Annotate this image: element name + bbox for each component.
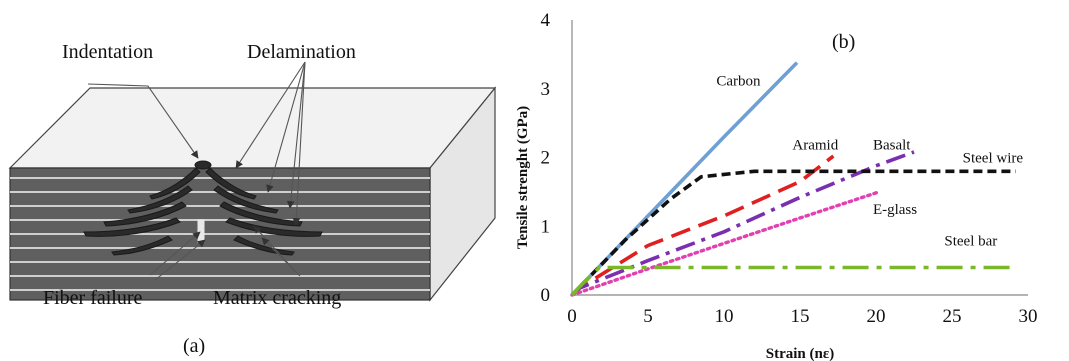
delamination-leader-2 (266, 61, 306, 193)
series-label-steel-bar: Steel bar (944, 234, 997, 250)
y-tick-label: 0 (541, 285, 551, 306)
chart-series (570, 61, 1016, 297)
fiber-failure-leader-2 (154, 239, 206, 281)
fiber-failure-leader-1 (149, 231, 201, 276)
x-tick-label: 25 (943, 306, 962, 327)
fiber-failure-label: Fiber failure (43, 287, 143, 309)
x-tick-label: 10 (715, 306, 734, 327)
x-tick-label: 0 (567, 306, 577, 327)
series-label-basalt: Basalt (873, 137, 911, 153)
indentation-label: Indentation (62, 41, 153, 63)
y-tick-label: 4 (541, 10, 551, 31)
y-axis-title: Tensile strenght (GPa) (515, 106, 531, 249)
leader-lines (87, 61, 306, 281)
delamination-leader-1 (235, 61, 306, 169)
series-label-e-glass: E-glass (873, 202, 917, 218)
delamination-leader-3 (286, 61, 306, 209)
series-label-steel-wire: Steel wire (963, 150, 1024, 166)
y-tick-label: 1 (541, 216, 551, 237)
tensile-chart: 0 5 10 15 20 25 30 0 1 2 3 4 Strain (nε) Tensile stre… (515, 10, 1038, 361)
delamination-label: Delamination (247, 41, 356, 63)
series-line-steel-bar (570, 265, 1016, 297)
series-line-steel-wire (570, 169, 1016, 297)
series-label-carbon: Carbon (716, 73, 761, 89)
indentation-mark (194, 160, 212, 170)
y-tick-label: 2 (541, 148, 551, 169)
indentation-leader (87, 83, 199, 159)
x-axis-title: Strain (nε) (766, 346, 835, 361)
laminate-diagram: Indentation Delamination Fiber failure M… (8, 41, 497, 357)
x-tick-label: 30 (1019, 306, 1038, 327)
matrix-cracking-label: Matrix cracking (213, 287, 341, 309)
laminate-top-face (8, 87, 497, 169)
series-line-carbon (570, 61, 799, 297)
delamination-leader-4 (292, 61, 306, 226)
x-tick-label: 15 (791, 306, 810, 327)
series-label-aramid: Aramid (792, 137, 838, 153)
panel-b-label: (b) (832, 31, 855, 53)
chart-axes: 0 5 10 15 20 25 30 0 1 2 3 4 Strain (nε) Tensile stre… (515, 10, 1038, 361)
ply-lines (10, 177, 430, 291)
series-line-e-glass (570, 190, 881, 297)
y-tick-label: 3 (541, 79, 551, 100)
panel-a-label: (a) (183, 335, 205, 357)
x-tick-label: 20 (867, 306, 886, 327)
matrix-cracking-leader-2 (261, 237, 301, 277)
chart-labels: Carbon Aramid Basalt Steel wire E-glass Steel… (716, 73, 1023, 249)
x-tick-label: 5 (643, 306, 653, 327)
